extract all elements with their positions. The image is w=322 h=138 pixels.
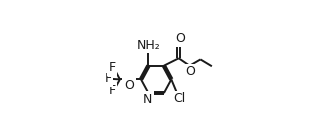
Text: O: O (124, 79, 134, 92)
Text: Cl: Cl (173, 92, 185, 105)
Text: O: O (175, 32, 185, 45)
Text: O: O (186, 65, 195, 79)
Text: N: N (143, 93, 152, 106)
Text: F: F (108, 84, 116, 97)
Text: F: F (105, 72, 112, 85)
Text: F: F (108, 61, 116, 74)
Text: NH₂: NH₂ (137, 39, 160, 52)
